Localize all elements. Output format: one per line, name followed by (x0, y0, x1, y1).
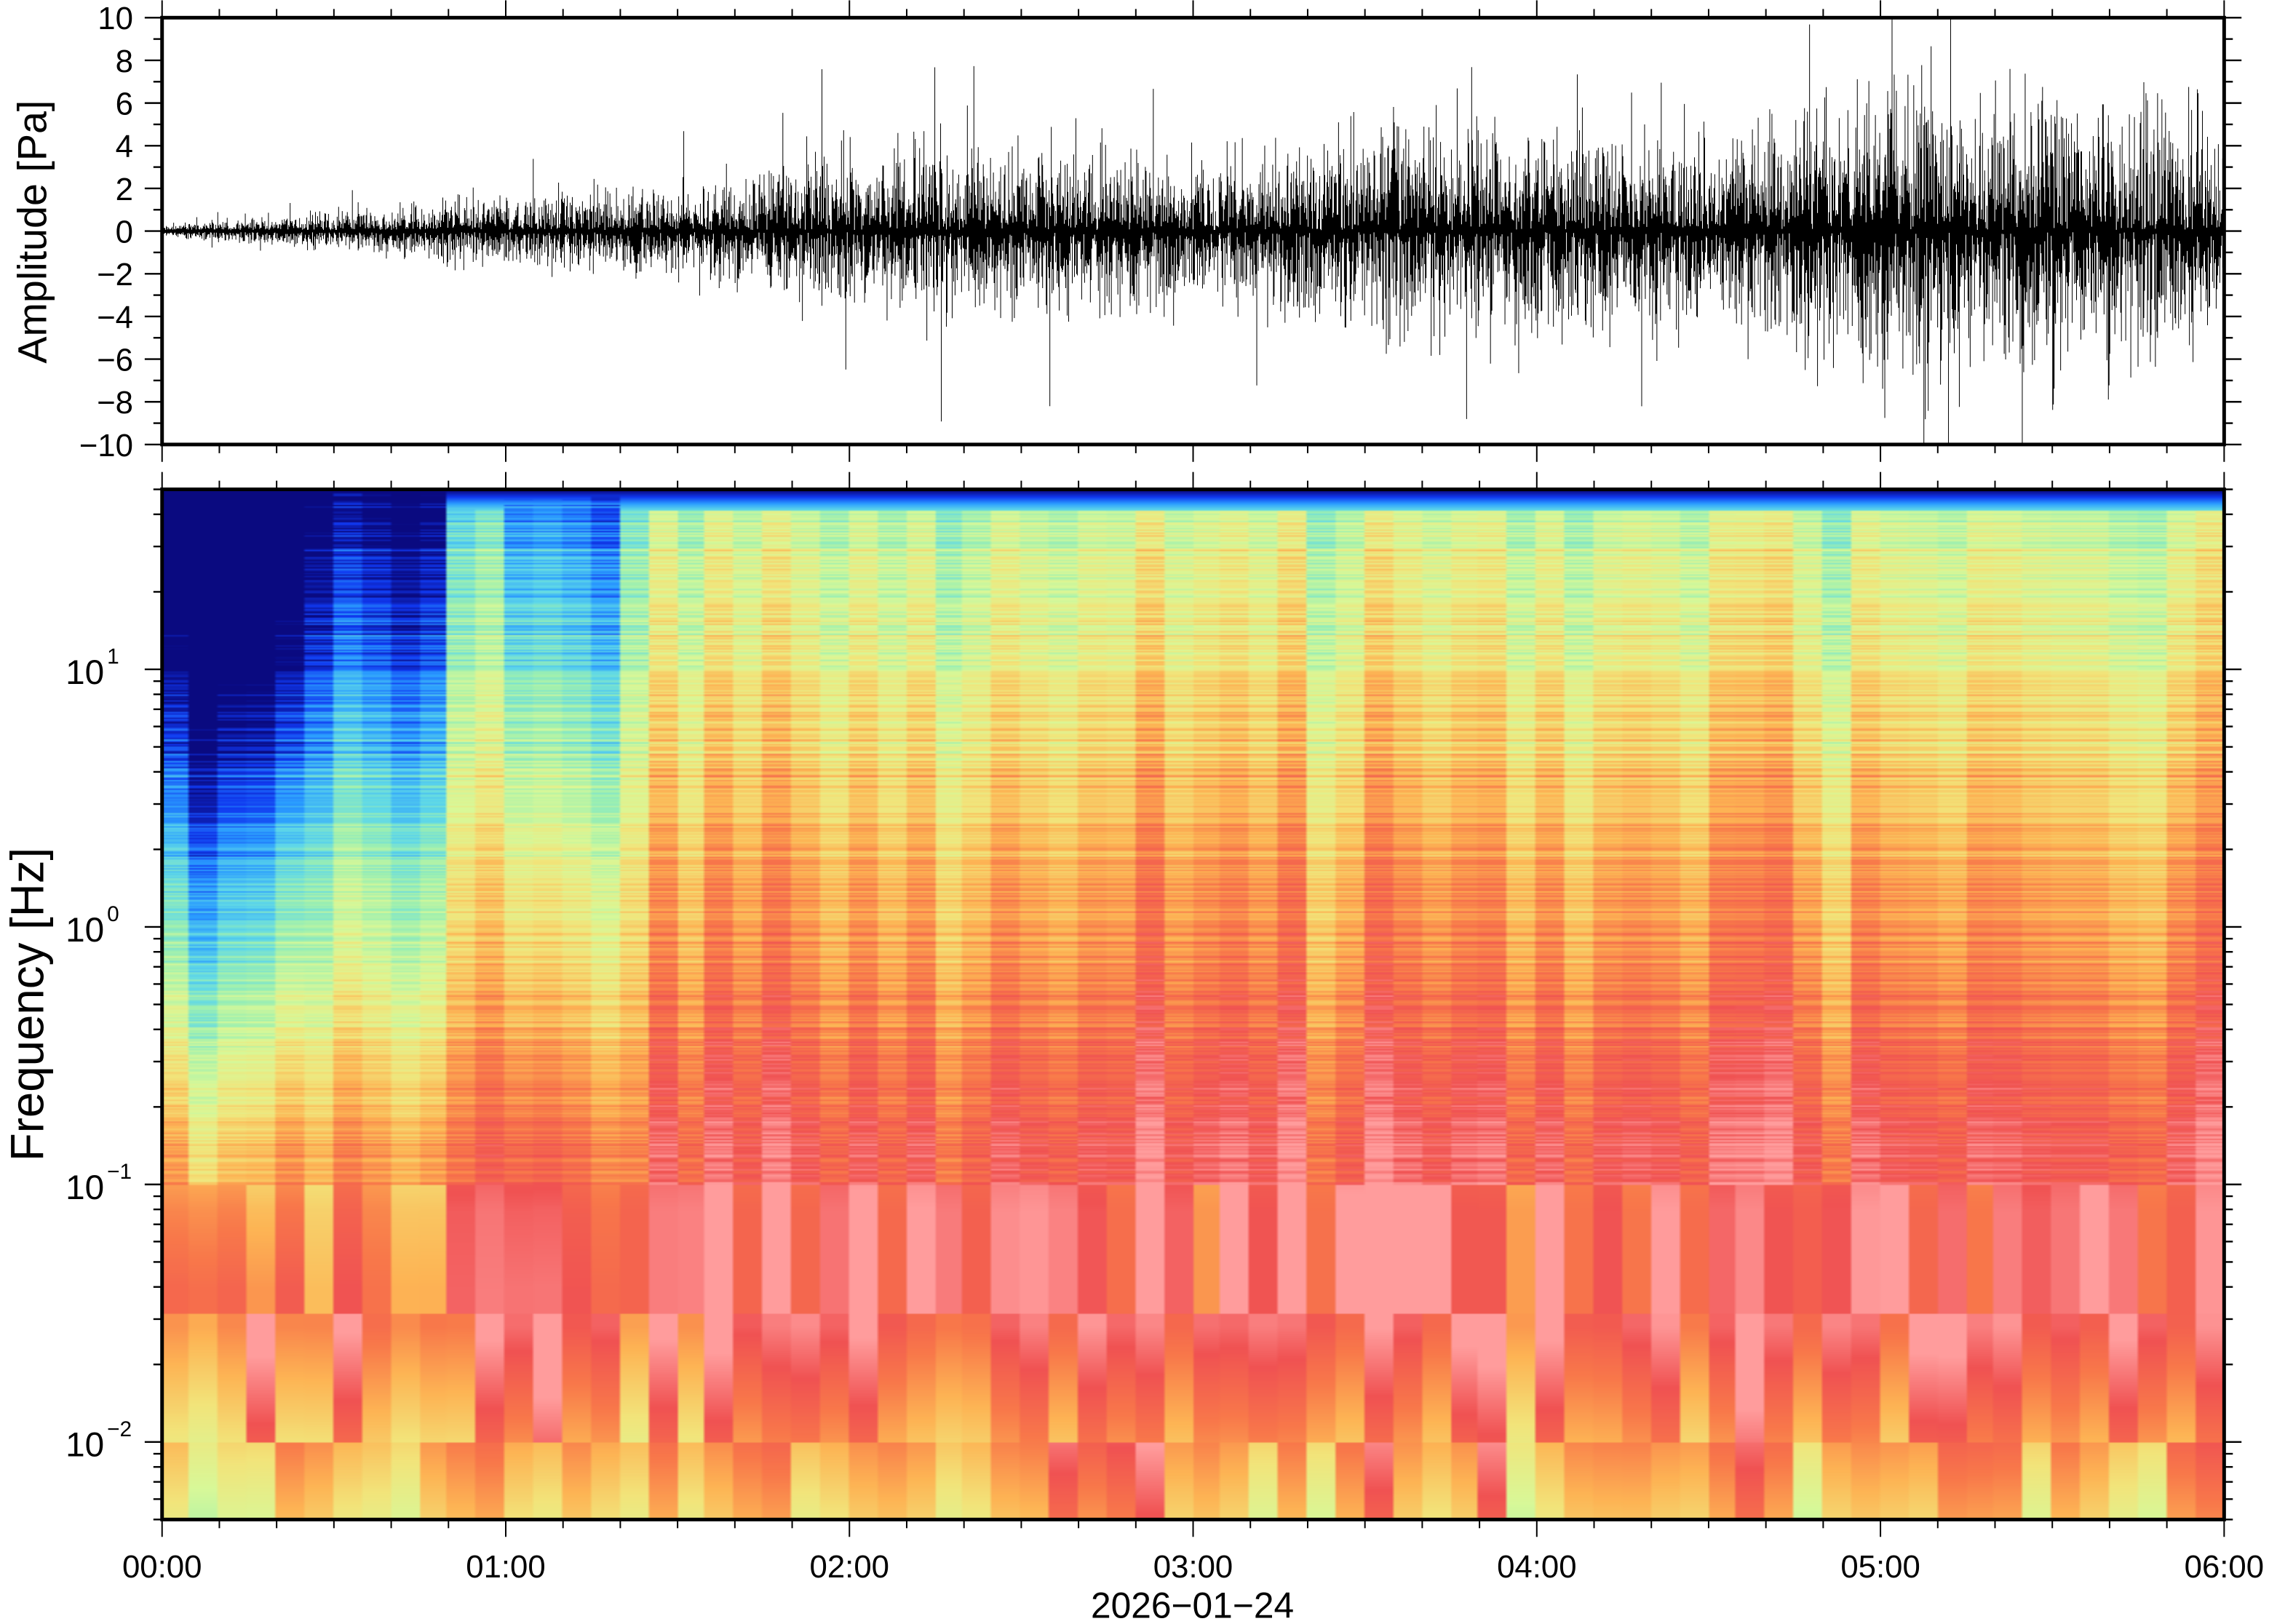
y-tick-label: 10 (98, 1, 133, 36)
y-tick-label: −8 (97, 385, 133, 421)
y-tick-label-base: 10 (65, 1169, 104, 1207)
x-tick-label: 06:00 (2185, 1549, 2264, 1585)
waveform-panel (162, 17, 2224, 445)
x-tick-label: 03:00 (1153, 1549, 1233, 1585)
y-tick-label: 6 (116, 87, 133, 122)
y-tick-label-base: 10 (65, 911, 104, 950)
y-tick-label-exponent: −2 (107, 1417, 132, 1441)
y-tick-label: −4 (97, 300, 133, 335)
y-tick-label-exponent: 1 (107, 645, 119, 669)
y-tick-label-exponent: 0 (107, 902, 119, 926)
x-tick-label: 05:00 (1840, 1549, 1920, 1585)
spectrogram-heatmap (162, 489, 2225, 1519)
y-tick-label: −6 (97, 343, 133, 378)
y-axis-label-frequency: Frequency [Hz] (2, 848, 54, 1161)
spectrogram-frame (160, 487, 2226, 1521)
waveform-frame (160, 15, 2226, 447)
y-tick-label-exponent: −1 (107, 1160, 132, 1184)
x-tick-label: 00:00 (122, 1549, 202, 1585)
x-tick-label: 01:00 (466, 1549, 545, 1585)
y-tick-label: 0 (116, 215, 133, 250)
y-tick-label-base: 10 (65, 653, 104, 692)
y-tick-label-base: 10 (65, 1426, 104, 1465)
y-tick-label: −2 (97, 257, 133, 292)
waveform-trace (162, 17, 2224, 445)
x-axis-label-date: 2026−01−24 (1091, 1585, 1294, 1624)
y-tick-label: 2 (116, 172, 133, 207)
x-tick-label: 02:00 (810, 1549, 889, 1585)
y-axis-label-amplitude: Amplitude [Pa] (10, 100, 55, 364)
y-tick-label: 4 (116, 129, 133, 164)
x-tick-label: 04:00 (1497, 1549, 1576, 1585)
y-tick-label: −10 (79, 428, 133, 463)
y-tick-label: 8 (116, 44, 133, 79)
